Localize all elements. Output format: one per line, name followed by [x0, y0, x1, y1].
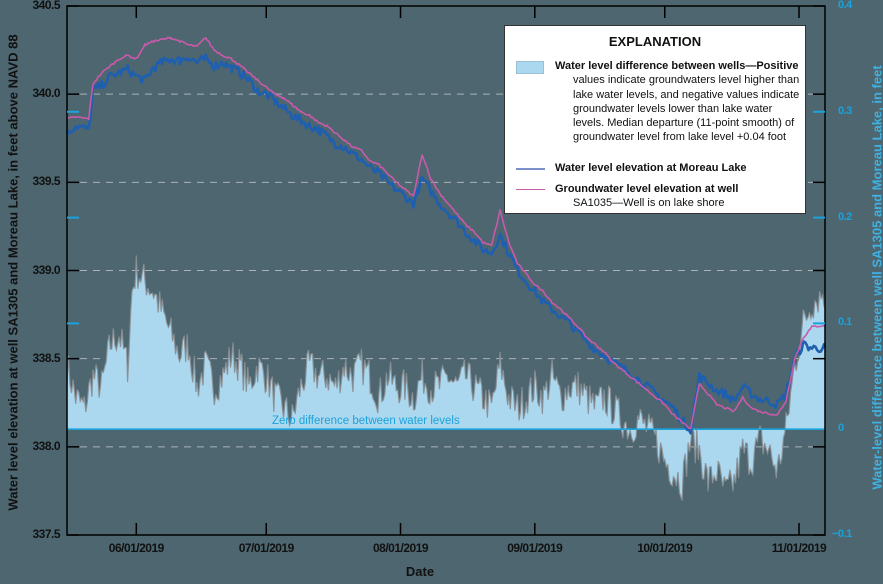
legend-title: EXPLANATION	[608, 34, 702, 49]
legend-item-difference-desc: values indicate groundwaters level highe…	[573, 74, 800, 144]
x-axis-tick-label: 06/01/2019	[108, 541, 165, 555]
left-axis-tick-label: 339.0	[32, 262, 60, 277]
legend-item-difference: Water level difference between wells—Pos…	[555, 59, 803, 145]
left-axis-tick-label: 338.0	[32, 438, 60, 453]
left-axis-title: Water level elevation at well SA1305 and…	[5, 34, 21, 511]
right-axis-title: Water-level difference between well SA13…	[869, 65, 883, 490]
x-axis-tick-label: 08/01/2019	[372, 541, 429, 555]
series-lines	[65, 36, 827, 435]
right-axis-tick-label: 0.3	[838, 104, 852, 117]
left-axis-tick-label: 340.5	[32, 0, 60, 12]
x-axis-tick-label: 10/01/2019	[637, 541, 693, 555]
difference-area	[66, 255, 826, 501]
right-axis-tick-label: −0.1	[832, 528, 852, 540]
left-axis-tick-label: 338.5	[32, 350, 60, 365]
legend-item-well-lead: Groundwater level elevation at well	[555, 183, 739, 195]
legend-swatch-lake-line	[516, 168, 545, 170]
left-axis-tick-label: 337.5	[32, 527, 60, 541]
legend-item-difference-lead: Water level difference between wells—Pos…	[555, 60, 799, 72]
x-axis-tick-label: 11/01/2019	[771, 541, 827, 555]
gridlines	[67, 93, 825, 448]
x-axis-tick-label: 07/01/2019	[238, 541, 295, 555]
right-axis-tick-label: 0.4	[838, 0, 852, 11]
legend-item-lake: Water level elevation at Moreau Lake	[555, 161, 803, 175]
legend-swatch-well-line	[516, 189, 545, 190]
zero-difference-annotation: Zero difference between water levels	[272, 415, 460, 427]
left-axis-tick-label: 340.0	[32, 86, 60, 101]
x-axis-title: Date	[405, 564, 435, 579]
plot-frame	[66, 5, 826, 536]
legend-item-well: Groundwater level elevation at well SA10…	[555, 182, 803, 211]
legend-swatch-difference-fill	[516, 61, 544, 74]
x-axis-tick-label: 09/01/2019	[507, 541, 563, 555]
legend-item-well-desc: SA1035—Well is on lake shore	[573, 197, 725, 210]
right-axis-tick-label: 0.1	[838, 316, 852, 329]
left-axis-tick-label: 339.5	[32, 174, 60, 189]
legend-item-lake-label: Water level elevation at Moreau Lake	[555, 162, 747, 174]
right-axis-tick-label: 0.2	[838, 210, 852, 223]
right-axis-tick-label: 0	[838, 422, 844, 435]
legend-explanation: EXPLANATION Water level difference betwe…	[504, 25, 806, 214]
